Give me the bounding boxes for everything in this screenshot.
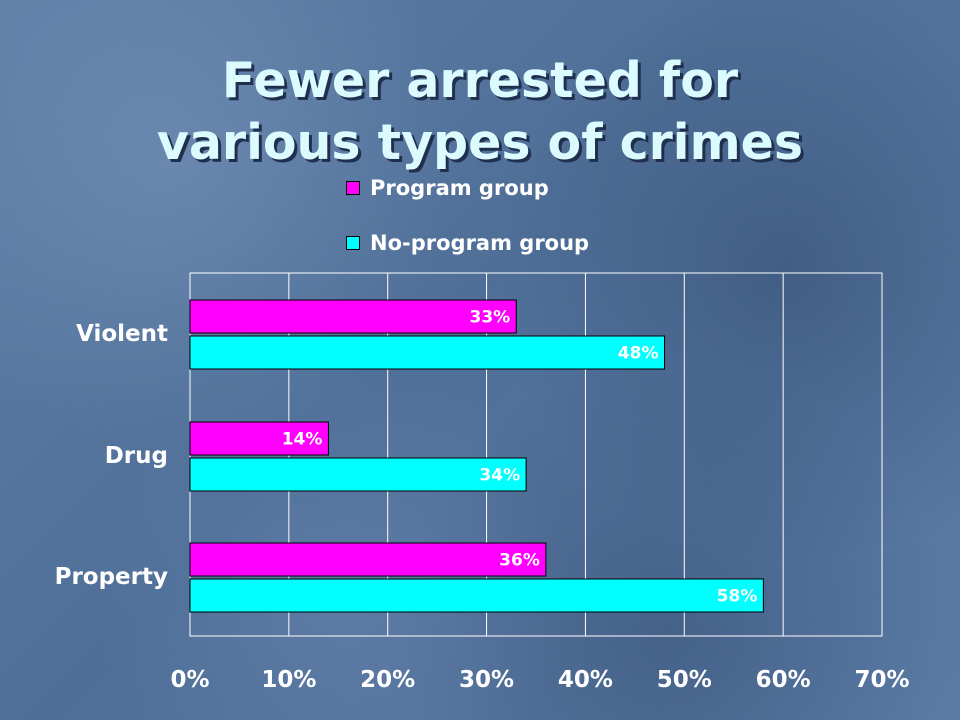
x-tick-label-20: 20% (360, 667, 415, 693)
bar-no-program-group-violent (189, 335, 666, 370)
bar-program-group-violent (189, 299, 517, 334)
legend-swatch-no-program-group (346, 236, 360, 250)
bar-program-group-property (189, 542, 547, 577)
category-label-property: Property (55, 564, 168, 590)
x-tick-label-70: 70% (854, 667, 909, 693)
plot-bars (189, 299, 764, 613)
plot-labels: 0% 10% 20% 30% 40% 50% 60% 70% Violent 33% 48% Drug… (55, 308, 910, 694)
data-label-program-group-property: 36% (499, 551, 540, 571)
x-tick-label-30: 30% (459, 667, 514, 693)
slide-title: Fewer arrested for various types of crim… (0, 50, 960, 174)
data-label-program-group-violent: 33% (470, 308, 511, 328)
legend-label-program-group: Program group (370, 176, 549, 200)
category-label-violent: Violent (76, 321, 168, 347)
x-tick-label-0: 0% (170, 667, 209, 693)
chart-legend: Program group No-program group (346, 174, 626, 264)
bar-no-program-group-drug (189, 457, 527, 492)
category-label-drug: Drug (105, 443, 168, 469)
data-label-no-program-group-drug: 34% (479, 466, 520, 486)
legend-item-program-group: Program group (346, 174, 549, 202)
legend-label-no-program-group: No-program group (370, 231, 590, 255)
legend-swatch-program-group (346, 181, 360, 195)
x-tick-label-60: 60% (756, 667, 811, 693)
x-tick-label-40: 40% (558, 667, 613, 693)
legend-item-no-program-group: No-program group (346, 229, 589, 257)
x-tick-label-50: 50% (657, 667, 712, 693)
slide-title-line-2: various types of crimes (156, 114, 804, 171)
data-label-no-program-group-property: 58% (717, 587, 758, 607)
data-label-no-program-group-violent: 48% (618, 344, 659, 364)
slide-title-line-1: Fewer arrested for (221, 52, 739, 109)
bar-no-program-group-property (189, 578, 764, 613)
x-tick-label-10: 10% (261, 667, 316, 693)
bar-program-group-drug (189, 421, 329, 456)
data-label-program-group-drug: 14% (282, 430, 323, 450)
